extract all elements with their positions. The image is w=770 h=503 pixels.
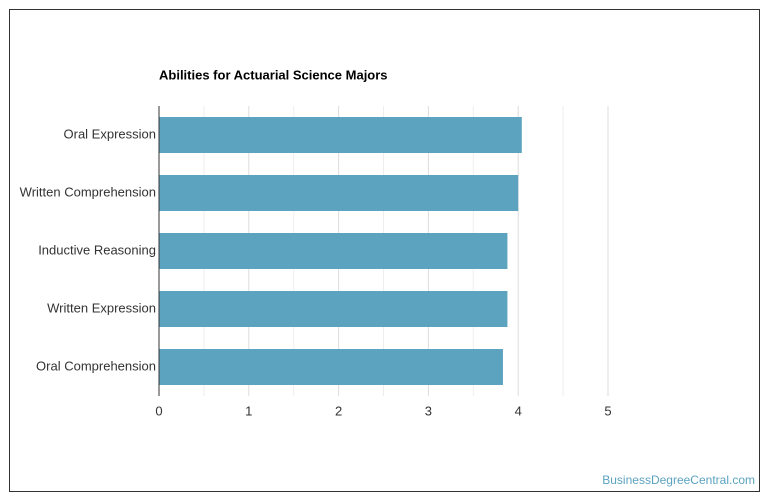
x-tick-label: 2 bbox=[335, 403, 342, 418]
bar bbox=[159, 175, 519, 211]
frame bbox=[9, 9, 760, 492]
bar bbox=[159, 117, 522, 153]
chart-title: Abilities for Actuarial Science Majors bbox=[159, 67, 388, 82]
x-tick-label: 1 bbox=[245, 403, 252, 418]
bar bbox=[159, 291, 508, 327]
x-tick-label: 5 bbox=[604, 403, 611, 418]
watermark: BusinessDegreeCentral.com bbox=[602, 473, 755, 487]
x-tick-label: 4 bbox=[515, 403, 522, 418]
y-tick-label: Written Comprehension bbox=[20, 184, 156, 199]
bar bbox=[159, 349, 503, 385]
y-tick-label: Oral Expression bbox=[64, 126, 156, 141]
x-tick-label: 3 bbox=[425, 403, 432, 418]
y-tick-label: Written Expression bbox=[47, 300, 156, 315]
x-tick-label: 0 bbox=[155, 403, 162, 418]
bar bbox=[159, 233, 508, 269]
y-tick-label: Inductive Reasoning bbox=[38, 242, 156, 257]
y-tick-label: Oral Comprehension bbox=[36, 358, 156, 373]
